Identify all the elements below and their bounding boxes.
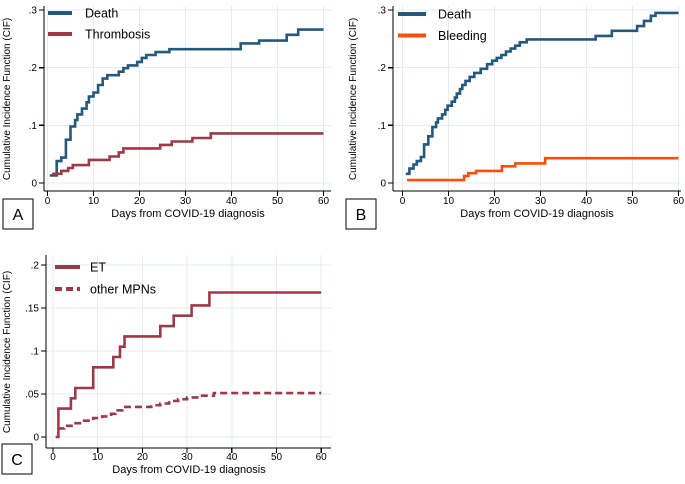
- legend-label-thrombosis: Thrombosis: [85, 28, 150, 42]
- y-tick-label: 0: [380, 179, 386, 190]
- x-tick-label: 60: [318, 196, 330, 207]
- y-axis-title: Cumulative Incidence Function (CIF): [2, 271, 13, 433]
- y-tick-label: .3: [378, 5, 387, 16]
- x-tick-label: 30: [535, 196, 547, 207]
- x-tick-label: 40: [226, 452, 238, 463]
- curve-thrombosis-panel-a: [52, 132, 324, 176]
- curve-bleeding-panel-b: [407, 156, 679, 182]
- x-tick-label: 50: [627, 196, 639, 207]
- x-tick-label: 10: [88, 196, 100, 207]
- x-tick-label: 30: [180, 196, 192, 207]
- x-axis-title: Days from COVID-19 diagnosis: [460, 208, 614, 220]
- panel-label-box-a: [2, 198, 34, 230]
- y-tick-label: .2: [29, 63, 38, 74]
- y-tick-label: 0: [31, 179, 37, 190]
- y-tick-label: .1: [31, 347, 40, 358]
- y-tick-label: .2: [378, 63, 387, 74]
- y-tick-label: .1: [29, 121, 38, 132]
- panel-label-box-c: [1, 443, 33, 475]
- y-tick-label: .1: [378, 121, 387, 132]
- legend-label-death: Death: [85, 7, 118, 21]
- panel-label-box-b: [345, 198, 377, 230]
- legend-label-bleeding: Bleeding: [438, 29, 487, 43]
- x-tick-label: 10: [92, 452, 104, 463]
- x-tick-label: 10: [443, 196, 455, 207]
- y-axis-title: Cumulative Incidence Function (CIF): [348, 18, 359, 180]
- x-tick-label: 60: [673, 196, 685, 207]
- x-tick-label: 40: [581, 196, 593, 207]
- x-tick-label: 50: [272, 196, 284, 207]
- x-tick-label: 60: [316, 452, 328, 463]
- x-tick-label: 20: [489, 196, 501, 207]
- curve-et-panel-c: [55, 291, 322, 439]
- x-tick-label: 0: [400, 196, 406, 207]
- x-tick-label: 30: [182, 452, 194, 463]
- y-tick-label: .15: [25, 304, 39, 315]
- y-tick-label: .3: [29, 5, 38, 16]
- legend-label-et: ET: [90, 261, 106, 275]
- panel-b-chart: 0 .1 .2 .3 0 10 20 30 40 50 60 Days from COVID-19 d…: [345, 5, 685, 230]
- panel-label-c: C: [11, 452, 23, 469]
- x-tick-label: 0: [50, 452, 56, 463]
- x-axis-title: Days from COVID-19 diagnosis: [111, 208, 265, 220]
- y-axis-title: Cumulative Incidence Function (CIF): [2, 18, 13, 180]
- curve-death-panel-a: [49, 28, 324, 177]
- panel-c-chart: 0 .05 .1 .15 .2 0 10 20 30 40 50 60 Days from COVID-…: [1, 255, 331, 476]
- curve-death-panel-b: [405, 11, 679, 176]
- x-tick-label: 40: [226, 196, 238, 207]
- x-tick-label: 20: [134, 196, 146, 207]
- x-tick-label: 20: [137, 452, 149, 463]
- y-tick-label: .05: [25, 390, 39, 401]
- x-tick-label: 0: [45, 196, 51, 207]
- y-tick-label: .2: [31, 261, 40, 272]
- legend-label-other-mpns: other MPNs: [90, 283, 156, 297]
- legend-label-death: Death: [438, 8, 471, 22]
- y-tick-label: 0: [33, 433, 39, 444]
- panel-a-chart: 0 .1 .2 .3 0 10 20 30 40 50 60 Days from COVID-19 d…: [2, 5, 331, 230]
- panel-label-b: B: [356, 207, 367, 224]
- x-axis-title: Days from COVID-19 diagnosis: [112, 464, 266, 476]
- curve-other-mpns-panel-c: [57, 391, 322, 430]
- panel-label-a: A: [13, 207, 24, 224]
- x-tick-label: 50: [271, 452, 283, 463]
